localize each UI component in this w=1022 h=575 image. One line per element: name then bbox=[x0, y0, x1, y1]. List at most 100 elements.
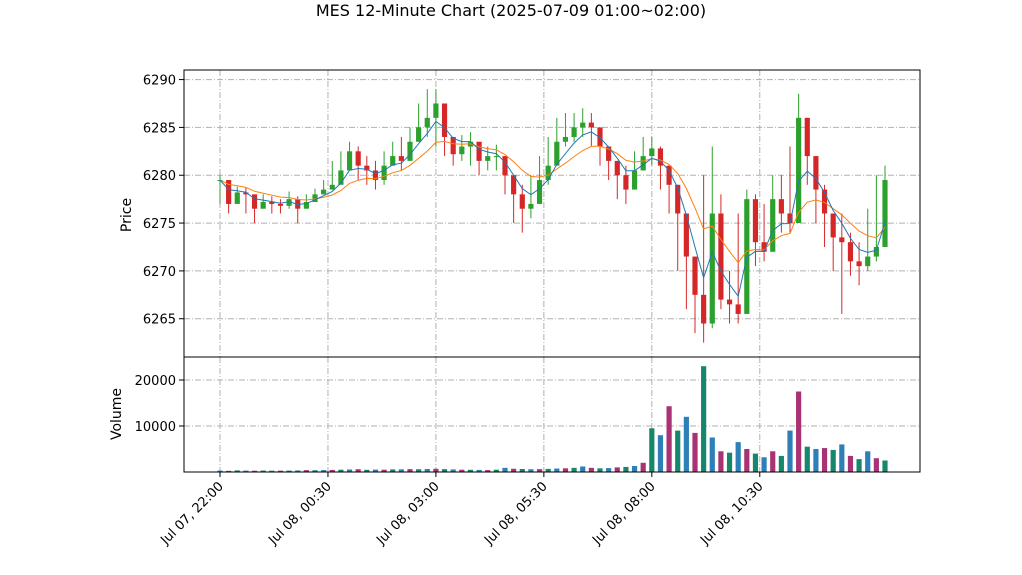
volume-y-axis-label: Volume bbox=[109, 388, 125, 440]
candle-body bbox=[718, 213, 724, 300]
volume-bar bbox=[390, 469, 396, 472]
volume-bar bbox=[321, 470, 327, 472]
volume-bar bbox=[459, 469, 465, 472]
candle-body bbox=[303, 202, 309, 209]
volume-y-tick-label: 10000 bbox=[135, 420, 176, 435]
volume-bar bbox=[726, 452, 733, 472]
candle-body bbox=[821, 189, 828, 214]
candle-body bbox=[770, 199, 776, 252]
candle-body bbox=[433, 103, 439, 118]
volume-bars bbox=[217, 366, 888, 472]
volume-bar bbox=[519, 469, 525, 472]
volume-bar bbox=[251, 470, 258, 472]
volume-bar bbox=[243, 470, 249, 472]
volume-bar bbox=[839, 444, 845, 472]
volume-bar bbox=[606, 468, 612, 472]
candle-body bbox=[649, 148, 655, 157]
candle-body bbox=[519, 194, 525, 209]
volume-bar bbox=[286, 470, 292, 472]
candle-body bbox=[312, 194, 318, 203]
volume-bar bbox=[640, 462, 646, 472]
candle-body bbox=[882, 180, 888, 247]
candle-body bbox=[631, 170, 638, 190]
candle-body bbox=[787, 213, 793, 224]
volume-bar bbox=[226, 470, 232, 472]
volume-bar bbox=[752, 453, 759, 472]
volume-bar bbox=[761, 457, 767, 472]
volume-bar bbox=[873, 458, 879, 472]
candle-body bbox=[372, 170, 379, 181]
candle-body bbox=[286, 199, 292, 206]
candle-body bbox=[511, 175, 517, 195]
volume-bar bbox=[424, 469, 430, 472]
volume-bar bbox=[269, 470, 275, 472]
volume-bar bbox=[381, 469, 387, 472]
price-moving-averages bbox=[219, 120, 886, 298]
volume-bar bbox=[433, 468, 439, 472]
candle-body bbox=[804, 117, 810, 157]
candle-body bbox=[243, 192, 249, 195]
price-y-tick-label: 6290 bbox=[143, 74, 176, 89]
volume-bar bbox=[536, 469, 543, 472]
candle-body bbox=[321, 189, 327, 195]
x-tick-label: Jul 08, 08:00 bbox=[589, 479, 658, 548]
candle-body bbox=[813, 156, 819, 190]
volume-bar bbox=[312, 470, 318, 472]
candle-body bbox=[424, 117, 430, 128]
x-tick-label: Jul 08, 05:30 bbox=[481, 479, 550, 548]
volume-bar bbox=[562, 468, 569, 472]
volume-bar bbox=[718, 451, 724, 472]
chart-title: MES 12-Minute Chart (2025-07-09 01:00~02… bbox=[315, 1, 707, 20]
candle-body bbox=[856, 261, 862, 267]
candle-body bbox=[277, 203, 284, 206]
candle-body bbox=[873, 246, 879, 257]
candle-body bbox=[441, 103, 448, 137]
candle-body bbox=[295, 199, 301, 209]
volume-bar bbox=[580, 466, 586, 472]
price-panel-background bbox=[184, 70, 920, 357]
volume-bar bbox=[649, 428, 655, 472]
candle-body bbox=[614, 160, 620, 176]
price-y-tick-label: 6275 bbox=[143, 217, 176, 232]
x-tick-label: Jul 08, 10:30 bbox=[697, 479, 766, 548]
candle-body bbox=[502, 156, 508, 176]
volume-bar bbox=[683, 416, 689, 472]
candle-body bbox=[606, 146, 612, 161]
candle-body bbox=[666, 165, 672, 185]
candle-body bbox=[830, 213, 836, 238]
volume-bar bbox=[476, 469, 482, 472]
volume-bar bbox=[735, 442, 741, 472]
candle-body bbox=[476, 141, 482, 161]
volume-bar bbox=[234, 470, 240, 472]
volume-bar bbox=[398, 469, 404, 472]
volume-bar bbox=[709, 437, 715, 472]
volume-y-axis-ticks: 10000 20000 bbox=[135, 374, 184, 435]
volume-bar bbox=[856, 459, 862, 472]
candle-body bbox=[450, 136, 456, 155]
volume-bar bbox=[355, 469, 361, 472]
candle-body bbox=[493, 156, 499, 158]
candle-body bbox=[701, 294, 707, 324]
candle-body bbox=[778, 199, 784, 214]
volume-bar bbox=[631, 466, 638, 472]
candle-body bbox=[588, 122, 594, 128]
candle-body bbox=[554, 141, 560, 166]
price-y-tick-label: 6265 bbox=[143, 313, 176, 328]
candle-body bbox=[675, 184, 681, 214]
candle-body bbox=[390, 156, 396, 166]
volume-bar bbox=[545, 468, 551, 472]
volume-bar bbox=[623, 466, 629, 472]
volume-bar bbox=[528, 469, 534, 472]
price-y-tick-label: 6285 bbox=[143, 121, 176, 136]
candle-body bbox=[355, 151, 361, 166]
volume-panel-frame bbox=[183, 356, 921, 473]
candle-body bbox=[623, 175, 629, 190]
volume-bar bbox=[329, 469, 335, 472]
x-tick-label: Jul 08, 03:00 bbox=[373, 479, 442, 548]
volume-bar bbox=[657, 435, 664, 472]
volume-bar bbox=[416, 469, 422, 472]
volume-bar bbox=[485, 470, 491, 472]
volume-bar bbox=[441, 469, 448, 472]
price-y-axis-label: Price bbox=[119, 198, 135, 232]
